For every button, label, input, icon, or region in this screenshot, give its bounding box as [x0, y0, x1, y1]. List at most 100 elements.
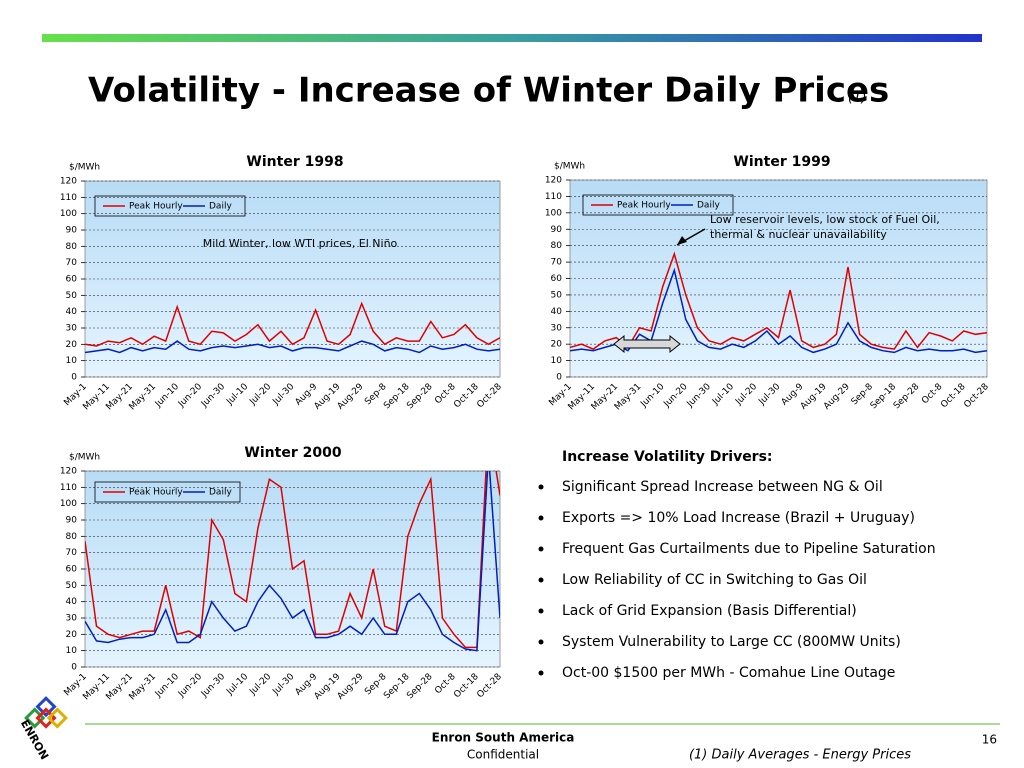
y-tick-label: 100: [545, 208, 562, 218]
x-tick-label: Jun-20: [662, 382, 690, 410]
arrow-head: [677, 236, 687, 245]
y-tick-label: 60: [66, 275, 78, 285]
y-tick-label: 90: [66, 516, 78, 526]
series-line: [85, 301, 500, 347]
legend-label: Daily: [209, 488, 232, 498]
y-tick-label: 50: [551, 290, 563, 300]
driver-item: Oct-00 $1500 per MWh - Comahue Line Outa…: [562, 665, 895, 681]
x-tick-label: Jul-20: [247, 672, 273, 698]
driver-item: Significant Spread Increase between NG &…: [562, 479, 883, 495]
driver-item: System Vulnerability to Large CC (800MW …: [562, 634, 901, 650]
y-tick-label: 70: [66, 548, 78, 558]
x-tick-label: Jun-10: [153, 382, 181, 410]
driver-item: Exports => 10% Load Increase (Brazil + U…: [562, 510, 915, 526]
y-tick-label: 60: [551, 274, 563, 284]
annotation: Low reservoir levels, low stock of Fuel …: [710, 213, 940, 226]
y-tick-label: 90: [551, 225, 563, 235]
x-tick-label: Jun-30: [199, 382, 227, 410]
title-note: (1): [848, 91, 866, 106]
legend-box: [94, 481, 241, 503]
x-tick-label: Jul-20: [247, 382, 273, 408]
x-tick-label: Jun-20: [176, 382, 204, 410]
y-tick-label: 0: [71, 663, 77, 673]
series-line: [85, 340, 500, 354]
chart: 0102030405060708090100110120May-1May-11M…: [60, 154, 504, 412]
y-tick-label: 40: [66, 597, 78, 607]
chart-title: Winter 1999: [733, 154, 830, 170]
y-tick-label: 70: [66, 258, 78, 268]
driver-item: Low Reliability of CC in Switching to Ga…: [562, 572, 867, 588]
x-tick-label: Sep-28: [892, 382, 922, 412]
y-tick-label: 40: [551, 307, 563, 317]
y-tick-label: 20: [551, 340, 563, 350]
annotation: Mild Winter, low WTI prices, El Niño: [203, 237, 398, 250]
bullet: [538, 608, 544, 614]
footer-company: Enron South America: [432, 731, 575, 745]
chart: 0102030405060708090100110120May-1May-11M…: [60, 445, 504, 702]
series-line: [570, 251, 987, 350]
y-tick-label: 90: [66, 226, 78, 236]
y-tick-label: 120: [545, 176, 562, 186]
y-axis-label: $/MWh: [69, 163, 100, 173]
x-tick-label: Sep-28: [405, 672, 435, 702]
x-tick-label: Jun-20: [176, 672, 204, 700]
x-tick-label: Jun-10: [638, 382, 666, 410]
y-tick-label: 50: [66, 581, 78, 591]
y-tick-label: 30: [551, 323, 563, 333]
bullet: [538, 515, 544, 521]
footer-note: (1) Daily Averages - Energy Prices: [689, 748, 911, 763]
top-bar: [42, 34, 982, 42]
chart: 0102030405060708090100110120May-1May-11M…: [545, 154, 991, 412]
x-tick-label: Jun-30: [199, 672, 227, 700]
x-tick-label: Aug-29: [336, 382, 366, 412]
legend-label: Peak Hourly: [129, 488, 183, 498]
y-tick-label: 40: [66, 307, 78, 317]
bullet: [538, 577, 544, 583]
x-tick-label: Jul-10: [224, 672, 250, 698]
legend-box: [582, 194, 734, 216]
y-tick-label: 50: [66, 291, 78, 301]
chart-title: Winter 2000: [244, 445, 341, 461]
y-axis-label: $/MWh: [554, 162, 585, 172]
x-tick-label: Aug-29: [336, 672, 366, 702]
y-tick-label: 0: [71, 373, 77, 383]
x-tick-label: Oct-18: [939, 382, 968, 411]
legend-label: Daily: [209, 202, 232, 212]
bullet: [538, 639, 544, 645]
x-tick-label: Jul-10: [224, 382, 250, 408]
annotation: thermal & nuclear unavailability: [710, 228, 887, 241]
drivers-heading: Increase Volatility Drivers:: [562, 449, 773, 465]
y-axis-label: $/MWh: [69, 453, 100, 463]
y-tick-label: 80: [551, 241, 563, 251]
chart-title: Winter 1998: [246, 154, 343, 170]
y-tick-label: 80: [66, 242, 78, 252]
y-tick-label: 20: [66, 340, 78, 350]
y-tick-label: 100: [60, 209, 77, 219]
y-tick-label: 10: [66, 356, 78, 366]
y-tick-label: 120: [60, 467, 77, 477]
x-tick-label: Jul-10: [710, 382, 736, 408]
x-tick-label: Jul-30: [757, 382, 783, 408]
x-tick-label: Oct-28: [475, 672, 504, 701]
charts: 0102030405060708090100110120May-1May-11M…: [60, 154, 991, 702]
bullet: [538, 670, 544, 676]
page-number: 16: [982, 733, 997, 747]
bullet: [538, 484, 544, 490]
y-tick-label: 10: [66, 646, 78, 656]
y-tick-label: 110: [60, 193, 77, 203]
y-tick-label: 110: [545, 192, 562, 202]
y-tick-label: 110: [60, 483, 77, 493]
y-tick-label: 80: [66, 532, 78, 542]
legend-label: Peak Hourly: [129, 202, 183, 212]
y-tick-label: 10: [551, 356, 563, 366]
x-tick-label: Aug-29: [822, 382, 852, 412]
y-tick-label: 20: [66, 630, 78, 640]
y-tick-label: 30: [66, 324, 78, 334]
series-line: [85, 471, 500, 649]
series-line: [570, 267, 987, 354]
legend-label: Daily: [697, 201, 720, 211]
y-tick-label: 120: [60, 177, 77, 187]
x-tick-label: Jul-30: [271, 672, 297, 698]
x-tick-label: Jun-30: [685, 382, 713, 410]
y-tick-label: 100: [60, 499, 77, 509]
